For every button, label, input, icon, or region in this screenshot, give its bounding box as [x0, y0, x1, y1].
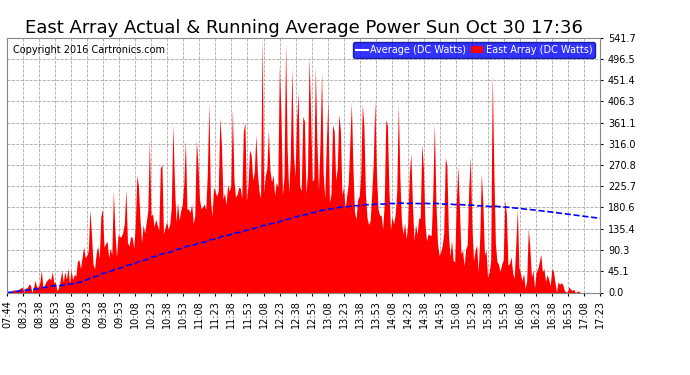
Text: Copyright 2016 Cartronics.com: Copyright 2016 Cartronics.com	[13, 45, 165, 55]
Title: East Array Actual & Running Average Power Sun Oct 30 17:36: East Array Actual & Running Average Powe…	[25, 20, 582, 38]
Legend: Average (DC Watts), East Array (DC Watts): Average (DC Watts), East Array (DC Watts…	[353, 42, 595, 58]
